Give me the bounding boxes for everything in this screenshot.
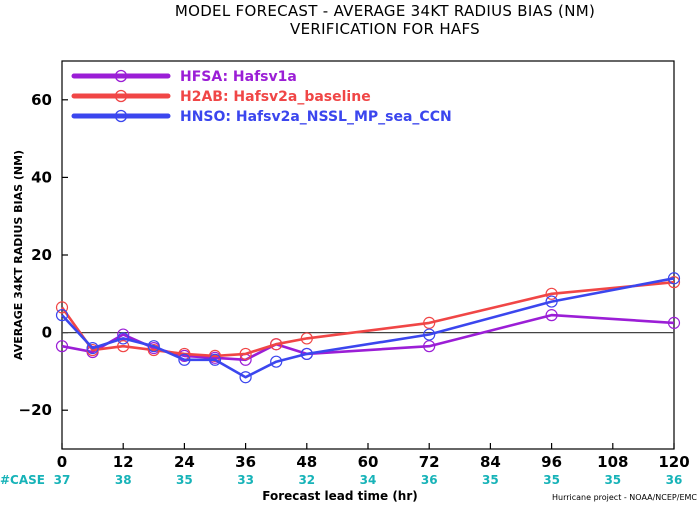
x-axis: 0 12 24 36 48 60 72 84 96 108 120 [57, 443, 690, 471]
series-line-hnso [61, 277, 675, 379]
case-count: 35 [482, 473, 499, 487]
case-count: 33 [237, 473, 254, 487]
legend-entry-h2ab: H2AB: Hafsv2a_baseline [71, 89, 371, 105]
data-point-h2ab [545, 287, 558, 300]
data-point-hnso [667, 272, 681, 285]
case-label: #CASE [0, 473, 45, 487]
legend: HFSA: Hafsv1a H2AB: Hafsv2a_baseline HNS… [71, 69, 452, 125]
data-point-hfsa [55, 340, 69, 353]
data-point-h2ab [423, 316, 436, 329]
x-tick-label: 108 [597, 453, 628, 471]
data-point-hfsa [545, 309, 558, 322]
x-tick-label: 36 [235, 453, 256, 471]
x-tick-label: 60 [358, 453, 379, 471]
data-point-hnso [423, 328, 436, 341]
case-count: 34 [360, 473, 377, 487]
y-tick-label: 20 [31, 246, 52, 264]
legend-entry-hnso: HNSO: Hafsv2a_NSSL_MP_sea_CCN [71, 109, 452, 125]
case-count: 35 [176, 473, 193, 487]
data-point-hnso [208, 353, 222, 366]
legend-label-h2ab: H2AB: Hafsv2a_baseline [180, 89, 371, 105]
x-tick-label: 84 [480, 453, 501, 471]
legend-marker-h2ab [114, 89, 128, 103]
data-point-hnso [55, 309, 69, 322]
x-axis-label: Forecast lead time (hr) [262, 489, 418, 503]
data-point-hnso [178, 353, 191, 366]
x-tick-label: 72 [419, 453, 440, 471]
data-point-hnso [117, 332, 130, 345]
y-tick-label: 40 [31, 168, 52, 186]
series-h2ab [55, 276, 681, 362]
data-point-h2ab [117, 340, 130, 353]
case-count: 37 [54, 473, 71, 487]
credit-note: Hurricane project - NOAA/NCEP/EMC [552, 493, 697, 502]
data-point-hfsa [423, 340, 436, 353]
data-point-h2ab [239, 347, 252, 361]
x-tick-label: 12 [113, 453, 134, 471]
data-point-hnso [147, 340, 160, 353]
y-tick-label: −20 [19, 401, 52, 419]
data-point-h2ab [270, 338, 283, 351]
data-point-h2ab [300, 332, 313, 345]
data-point-hnso [545, 295, 558, 308]
data-point-h2ab [55, 301, 69, 314]
y-tick-label: 60 [31, 91, 52, 109]
data-point-hnso [270, 355, 283, 368]
series-layer [55, 272, 681, 384]
case-count: 36 [421, 473, 438, 487]
data-point-hnso [86, 342, 99, 355]
y-tick-label: 0 [42, 324, 52, 342]
data-point-hnso [239, 371, 252, 384]
case-count: 38 [115, 473, 132, 487]
x-tick-label: 24 [174, 453, 195, 471]
y-axis-label: AVERAGE 34KT RADIUS BIAS (NM) [12, 150, 25, 360]
legend-marker-hfsa [114, 69, 128, 83]
case-counts: 37 38 35 33 32 34 36 35 35 35 36 [54, 473, 683, 487]
data-point-h2ab [208, 349, 222, 362]
x-tick-label: 120 [658, 453, 689, 471]
legend-label-hfsa: HFSA: Hafsv1a [180, 69, 297, 85]
data-point-hfsa [117, 328, 130, 341]
data-point-hnso [300, 347, 313, 361]
data-point-h2ab [667, 276, 681, 289]
chart-title: MODEL FORECAST - AVERAGE 34KT RADIUS BIA… [175, 2, 595, 20]
legend-marker-hnso [114, 109, 128, 123]
case-count: 35 [543, 473, 560, 487]
x-tick-label: 96 [541, 453, 562, 471]
chart-subtitle: VERIFICATION FOR HAFS [290, 20, 480, 38]
case-count: 32 [298, 473, 315, 487]
y-axis: −20 0 20 40 60 [19, 91, 68, 419]
case-count: 35 [604, 473, 621, 487]
x-tick-label: 0 [57, 453, 67, 471]
series-hnso [55, 272, 681, 384]
legend-label-hnso: HNSO: Hafsv2a_NSSL_MP_sea_CCN [180, 109, 452, 125]
data-point-hfsa [667, 316, 681, 329]
legend-entry-hfsa: HFSA: Hafsv1a [71, 69, 297, 85]
x-tick-label: 48 [296, 453, 317, 471]
series-hfsa [55, 309, 681, 366]
case-count: 36 [666, 473, 683, 487]
